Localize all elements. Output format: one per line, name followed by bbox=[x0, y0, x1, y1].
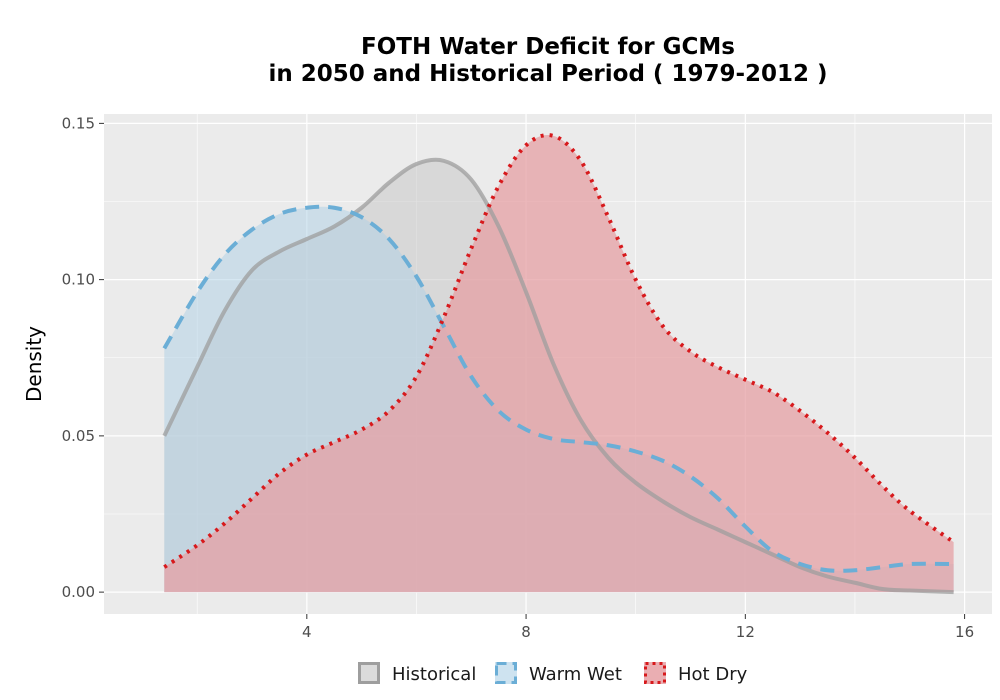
legend-key-hot-dry bbox=[644, 662, 666, 684]
x-tick-label: 4 bbox=[302, 623, 312, 641]
density-fills bbox=[164, 135, 954, 593]
y-tick-label: 0.00 bbox=[62, 583, 95, 601]
legend-label-historical: Historical bbox=[392, 664, 476, 685]
legend-swatch-historical bbox=[358, 662, 380, 684]
legend-label-warm-wet: Warm Wet bbox=[529, 664, 622, 685]
x-axis: 4 8 12 16 bbox=[302, 614, 974, 641]
x-tick-label: 16 bbox=[955, 623, 974, 641]
y-axis-label: Density bbox=[22, 326, 46, 402]
legend-key-historical bbox=[358, 662, 380, 684]
y-axis: 0.00 0.05 0.10 0.15 bbox=[62, 114, 104, 601]
chart-title-line1: FOTH Water Deficit for GCMs bbox=[361, 34, 735, 60]
legend-key-warm-wet bbox=[495, 662, 517, 684]
area-hot-dry bbox=[164, 135, 954, 593]
chart-title-line2: in 2050 and Historical Period ( 1979-201… bbox=[268, 61, 827, 87]
line-warm-wet bbox=[162, 204, 954, 573]
legend-outline-historical bbox=[358, 662, 380, 684]
legend: Historical Warm Wet Hot Dry bbox=[358, 662, 748, 685]
line-historical bbox=[162, 157, 954, 595]
x-tick-label: 8 bbox=[521, 623, 531, 641]
legend-swatch-warm-wet bbox=[495, 662, 517, 684]
chart-title: FOTH Water Deficit for GCMs in 2050 and … bbox=[268, 34, 827, 87]
x-tick-label: 12 bbox=[736, 623, 755, 641]
y-tick-label: 0.10 bbox=[62, 271, 95, 289]
legend-swatch-hot-dry bbox=[644, 662, 666, 684]
line-hot-dry bbox=[163, 133, 955, 569]
legend-outline-warm-wet bbox=[495, 662, 517, 684]
density-lines bbox=[162, 133, 955, 595]
y-tick-label: 0.05 bbox=[62, 427, 95, 445]
legend-label-hot-dry: Hot Dry bbox=[678, 664, 748, 685]
legend-outline-hot-dry bbox=[644, 662, 666, 684]
y-tick-label: 0.15 bbox=[62, 114, 95, 132]
